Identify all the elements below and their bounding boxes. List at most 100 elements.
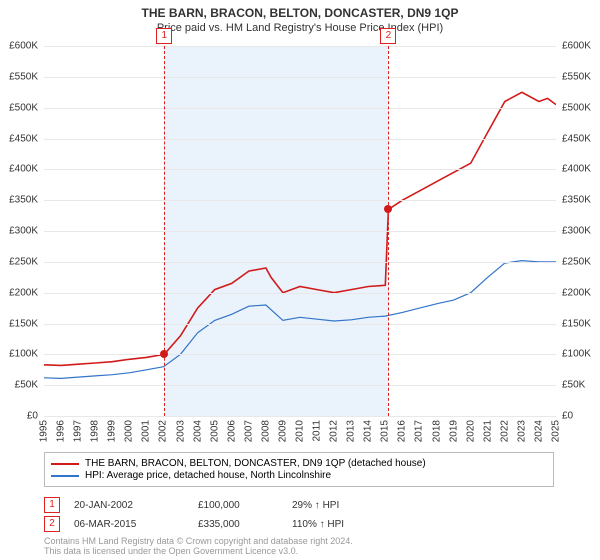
x-label: 2016 <box>397 420 408 442</box>
y-label-right: £50K <box>562 380 585 391</box>
y-label-right: £300K <box>562 226 591 237</box>
gridline-h <box>44 77 556 78</box>
chart-area: £0£0£50K£50K£100K£100K£150K£150K£200K£20… <box>44 46 556 417</box>
gridline-h <box>44 46 556 47</box>
event-row-2: 2 06-MAR-2015 £335,000 110% ↑ HPI <box>44 516 554 532</box>
y-label-left: £600K <box>9 41 38 52</box>
event-marker-2: 2 <box>44 516 60 532</box>
gridline-h <box>44 108 556 109</box>
event-price-2: £335,000 <box>198 519 278 530</box>
gridline-h <box>44 262 556 263</box>
gridline-h <box>44 169 556 170</box>
y-label-left: £450K <box>9 133 38 144</box>
y-label-right: £550K <box>562 71 591 82</box>
y-label-left: £500K <box>9 102 38 113</box>
events-block: 1 20-JAN-2002 £100,000 29% ↑ HPI 2 06-MA… <box>44 494 554 535</box>
legend-row-property: THE BARN, BRACON, BELTON, DONCASTER, DN9… <box>51 458 547 469</box>
legend-swatch-property <box>51 463 79 465</box>
marker-dot-2 <box>384 205 392 213</box>
gridline-h <box>44 416 556 417</box>
x-label: 2006 <box>226 420 237 442</box>
footnote-line2: This data is licensed under the Open Gov… <box>44 546 353 556</box>
y-label-right: £150K <box>562 318 591 329</box>
x-label: 2009 <box>277 420 288 442</box>
title-block: THE BARN, BRACON, BELTON, DONCASTER, DN9… <box>0 0 600 34</box>
gridline-h <box>44 354 556 355</box>
y-label-left: £200K <box>9 287 38 298</box>
y-label-right: £450K <box>562 133 591 144</box>
x-label: 2024 <box>533 420 544 442</box>
x-label: 2008 <box>260 420 271 442</box>
x-label: 2018 <box>431 420 442 442</box>
gridline-h <box>44 324 556 325</box>
event-date-1: 20-JAN-2002 <box>74 500 184 511</box>
y-label-left: £0 <box>27 411 38 422</box>
y-label-right: £200K <box>562 287 591 298</box>
y-label-right: £250K <box>562 256 591 267</box>
chart-container: THE BARN, BRACON, BELTON, DONCASTER, DN9… <box>0 0 600 560</box>
gridline-h <box>44 231 556 232</box>
y-label-left: £300K <box>9 226 38 237</box>
y-label-right: £0 <box>562 411 573 422</box>
x-label: 1997 <box>73 420 84 442</box>
x-label: 2000 <box>124 420 135 442</box>
y-label-right: £500K <box>562 102 591 113</box>
marker-dot-1 <box>160 350 168 358</box>
chart-subtitle: Price paid vs. HM Land Registry's House … <box>0 22 600 34</box>
x-label: 2002 <box>158 420 169 442</box>
chart-title: THE BARN, BRACON, BELTON, DONCASTER, DN9… <box>0 6 600 20</box>
x-label: 1999 <box>107 420 118 442</box>
y-label-left: £100K <box>9 349 38 360</box>
footnote-line1: Contains HM Land Registry data © Crown c… <box>44 536 353 546</box>
gridline-h <box>44 293 556 294</box>
x-label: 2012 <box>329 420 340 442</box>
x-label: 2025 <box>551 420 562 442</box>
footnote: Contains HM Land Registry data © Crown c… <box>44 536 353 557</box>
y-label-left: £550K <box>9 71 38 82</box>
x-label: 2007 <box>243 420 254 442</box>
x-label: 2022 <box>499 420 510 442</box>
marker-box-1: 1 <box>156 28 172 44</box>
event-marker-1: 1 <box>44 497 60 513</box>
event-date-2: 06-MAR-2015 <box>74 519 184 530</box>
y-label-right: £400K <box>562 164 591 175</box>
event-pct-2: 110% ↑ HPI <box>292 519 392 530</box>
x-label: 2021 <box>482 420 493 442</box>
gridline-h <box>44 139 556 140</box>
event-pct-1: 29% ↑ HPI <box>292 500 392 511</box>
x-label: 1998 <box>90 420 101 442</box>
y-label-left: £250K <box>9 256 38 267</box>
y-label-left: £50K <box>15 380 38 391</box>
legend-box: THE BARN, BRACON, BELTON, DONCASTER, DN9… <box>44 452 554 487</box>
x-label: 1995 <box>39 420 50 442</box>
x-label: 1996 <box>56 420 67 442</box>
x-label: 2005 <box>209 420 220 442</box>
y-label-right: £600K <box>562 41 591 52</box>
x-label: 2017 <box>414 420 425 442</box>
x-label: 2013 <box>346 420 357 442</box>
gridline-h <box>44 385 556 386</box>
y-label-right: £100K <box>562 349 591 360</box>
marker-line-1 <box>164 46 165 416</box>
gridline-h <box>44 200 556 201</box>
y-label-left: £150K <box>9 318 38 329</box>
x-label: 2011 <box>312 420 323 442</box>
x-label: 2020 <box>465 420 476 442</box>
x-label: 2001 <box>141 420 152 442</box>
legend-label-property: THE BARN, BRACON, BELTON, DONCASTER, DN9… <box>85 458 426 469</box>
legend-swatch-hpi <box>51 475 79 477</box>
y-label-left: £350K <box>9 195 38 206</box>
marker-line-2 <box>388 46 389 416</box>
y-label-right: £350K <box>562 195 591 206</box>
y-label-left: £400K <box>9 164 38 175</box>
legend-row-hpi: HPI: Average price, detached house, Nort… <box>51 470 547 481</box>
event-row-1: 1 20-JAN-2002 £100,000 29% ↑ HPI <box>44 497 554 513</box>
legend-label-hpi: HPI: Average price, detached house, Nort… <box>85 470 331 481</box>
x-label: 2023 <box>516 420 527 442</box>
marker-box-2: 2 <box>380 28 396 44</box>
x-label: 2010 <box>295 420 306 442</box>
event-price-1: £100,000 <box>198 500 278 511</box>
x-label: 2019 <box>448 420 459 442</box>
x-label: 2003 <box>175 420 186 442</box>
x-label: 2004 <box>192 420 203 442</box>
